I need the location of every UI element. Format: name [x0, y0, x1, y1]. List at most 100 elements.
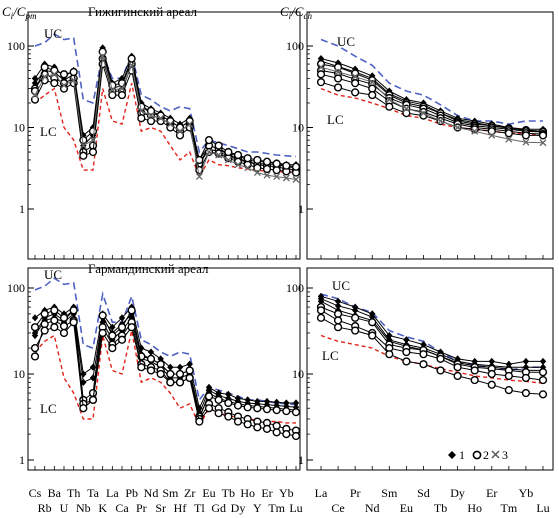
sample-point-Eu [403, 336, 410, 344]
sample-point-Ho [470, 375, 479, 385]
x-label-Sm: Sm [381, 486, 398, 500]
legend-circle-marker [472, 450, 482, 460]
sample-point-Ce [333, 316, 343, 325]
y-tick-label: 10 [13, 367, 25, 381]
legend-label-3: 3 [502, 448, 508, 462]
x-label-Er: Er [486, 486, 497, 500]
sample-point-Nb [79, 404, 88, 413]
sample-point-Yb [522, 357, 530, 366]
x-label-Sd: Sd [417, 486, 430, 500]
sample-point-Sm [385, 350, 394, 359]
ylabel-right: Ci/Cch [280, 4, 312, 21]
sample-point-Er [488, 357, 495, 366]
sample-point-Yb [522, 138, 530, 146]
sample-series-5 [30, 316, 301, 435]
sample-point-Nb [79, 142, 87, 150]
sample-line [34, 308, 297, 419]
sample-point-Ba [50, 323, 59, 332]
sample-point-Hf [176, 127, 184, 135]
sample-point-Th [70, 76, 78, 84]
x-label-Cs: Cs [29, 486, 42, 500]
sample-point-Sm [385, 102, 394, 111]
sample-point-La [317, 297, 325, 305]
uc-label: UC [332, 278, 350, 293]
sample-point-La [108, 344, 117, 353]
sample-point-Ta [88, 147, 98, 157]
sample-point-Dy [453, 363, 462, 372]
sample-point-Zr [186, 120, 194, 128]
sample-point-Lu [539, 357, 547, 366]
lc-label: LC [322, 348, 339, 363]
legend-label-2: 2 [483, 448, 489, 462]
y-tick-label: 100 [7, 281, 25, 295]
sample-point-Dy [233, 417, 243, 426]
sample-point-Tb [436, 366, 445, 375]
x-label-Pr: Pr [136, 501, 147, 515]
sample-point-Ce [333, 309, 343, 318]
y-tick-label: 100 [286, 281, 304, 295]
lc-label: LC [40, 124, 57, 139]
sample-point-La [109, 323, 116, 331]
sample-point-Dy [453, 371, 462, 381]
sample-point-Eu [402, 347, 411, 357]
sample-point-Eu [402, 357, 411, 366]
sample-point-Nd [368, 90, 377, 100]
sample-series-6 [30, 318, 301, 441]
sample-point-Eu [204, 136, 214, 145]
sample-point-Tm [504, 129, 513, 138]
panel-title-top-left: Гижигинский ареал [88, 4, 197, 19]
sample-point-Nb [79, 151, 88, 160]
sample-point-Tb [224, 412, 233, 421]
sample-point-Tb [224, 147, 233, 157]
x-label-La: La [106, 486, 119, 500]
x-label-La: La [315, 486, 328, 500]
sample-point-La [316, 70, 326, 79]
x-label-Dy: Dy [450, 486, 465, 500]
sample-point-Gd [214, 141, 223, 150]
sample-series-6 [316, 313, 548, 399]
sample-point-Tm [504, 371, 513, 381]
sample-point-Er [262, 405, 272, 414]
y-tick-label: 1 [19, 453, 25, 467]
y-tick-label: 10 [13, 121, 25, 135]
x-label-Lu: Lu [536, 501, 549, 515]
panel-tr: 1 10 100 UC LC [286, 11, 554, 260]
sample-point-Ce [333, 74, 343, 83]
x-label-Rb: Rb [38, 501, 52, 515]
sample-point-La [316, 78, 326, 87]
sample-point-Th [69, 318, 78, 327]
sample-point-Y [253, 423, 262, 432]
sample-point-Sm [167, 363, 174, 371]
sample-point-Ca [117, 90, 127, 100]
x-label-Tl: Tl [194, 501, 205, 515]
sample-point-U [59, 328, 69, 338]
sample-point-Yb [521, 131, 531, 140]
x-label-Lu: Lu [289, 501, 302, 515]
sample-point-Y [253, 155, 262, 165]
sample-point-Pr [351, 79, 360, 88]
sample-point-Rb [40, 309, 49, 318]
ylabel-left: Ci/Cpm [2, 4, 37, 21]
y-tick-label: 1 [19, 202, 25, 216]
sample-point-Er [262, 157, 272, 166]
sample-point-Sd [419, 350, 428, 359]
x-label-Ca: Ca [115, 501, 129, 515]
sample-point-Cs [31, 74, 39, 83]
uc-label: UC [44, 267, 62, 282]
sample-point-Ce [334, 68, 342, 76]
lc-reference-line [320, 334, 544, 384]
sample-point-Hf [175, 369, 185, 379]
sample-point-Rb [41, 73, 49, 81]
x-label-Er: Er [261, 486, 272, 500]
sample-point-Er [487, 380, 496, 389]
sample-point-Zr [186, 360, 193, 368]
sample-point-Gd [214, 409, 223, 418]
sample-point-Ba [50, 66, 59, 75]
sample-point-Tm [504, 385, 513, 395]
sample-point-Ta [89, 136, 97, 144]
x-label-Y: Y [253, 501, 262, 515]
sample-point-La [108, 331, 117, 340]
sample-point-Sm [166, 369, 175, 379]
